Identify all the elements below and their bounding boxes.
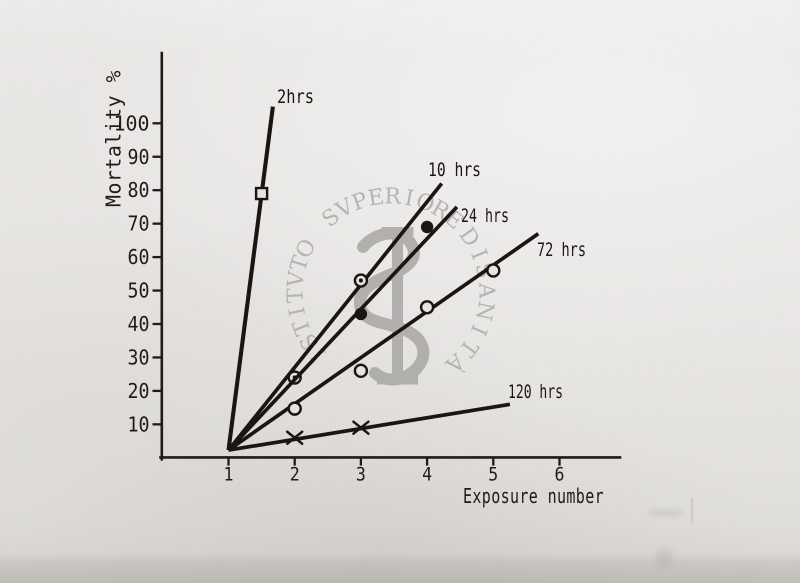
photo-bottom-shadow bbox=[0, 553, 800, 583]
